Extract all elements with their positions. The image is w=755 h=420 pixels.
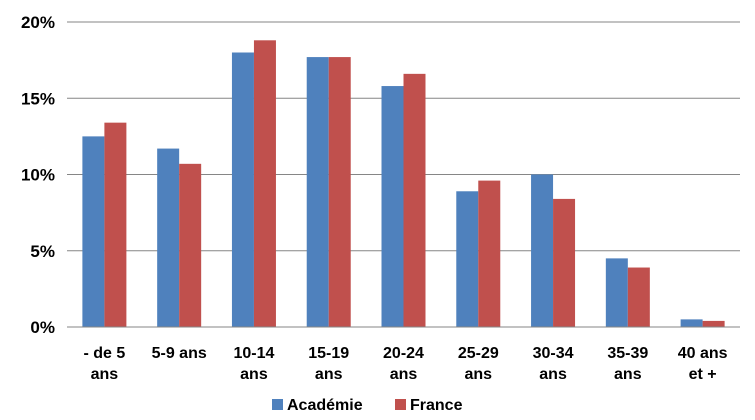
y-tick-label-4: 20%: [21, 13, 55, 32]
y-tick-label-2: 10%: [21, 166, 55, 185]
bar-academie-2: [231, 52, 254, 327]
x-category-label-8: 40 ans et +: [678, 345, 728, 383]
bar-academie-4: [381, 86, 404, 327]
bar-france-5: [478, 180, 501, 327]
y-tick-labels: 0% 5% 10% 15% 20%: [21, 13, 55, 337]
bar-france-6: [553, 198, 576, 327]
legend-label-academie: Académie: [287, 397, 363, 414]
y-tick-label-0: 0%: [30, 318, 55, 337]
x-category-label-6: 30-34 ans: [533, 345, 574, 383]
x-category-label-1: 5-9 ans: [152, 345, 207, 362]
x-category-label-0: - de 5 ans: [83, 345, 125, 383]
bar-france-3: [328, 57, 351, 327]
y-tick-label-3: 15%: [21, 89, 55, 108]
bar-academie-5: [456, 191, 479, 327]
legend: Académie France: [272, 397, 463, 414]
bar-academie-1: [157, 148, 180, 327]
y-tick-label-1: 5%: [30, 242, 55, 261]
bar-france-2: [253, 40, 276, 328]
x-category-label-2: 10-14 ans: [233, 345, 274, 383]
bar-layer: [82, 40, 725, 328]
x-category-label-5: 25-29 ans: [458, 345, 499, 383]
bar-academie-7: [605, 258, 628, 327]
bar-france-8: [702, 320, 725, 327]
bar-france-4: [403, 73, 426, 327]
bar-academie-6: [531, 174, 554, 327]
bar-academie-8: [680, 319, 703, 327]
legend-label-france: France: [410, 397, 463, 414]
x-category-label-3: 15-19 ans: [308, 345, 349, 383]
bar-france-0: [104, 122, 127, 328]
bar-academie-0: [82, 136, 105, 327]
legend-swatch-academie: [272, 399, 283, 410]
bar-academie-3: [306, 57, 329, 327]
legend-swatch-france: [395, 399, 406, 410]
bar-france-7: [627, 267, 650, 327]
x-category-labels: - de 5 ans 5-9 ans 10-14 ans 15-19 ans 20-24 ans…: [83, 345, 727, 383]
x-category-label-4: 20-24 ans: [383, 345, 424, 383]
bar-france-1: [179, 163, 202, 327]
x-category-label-7: 35-39 ans: [607, 345, 648, 383]
